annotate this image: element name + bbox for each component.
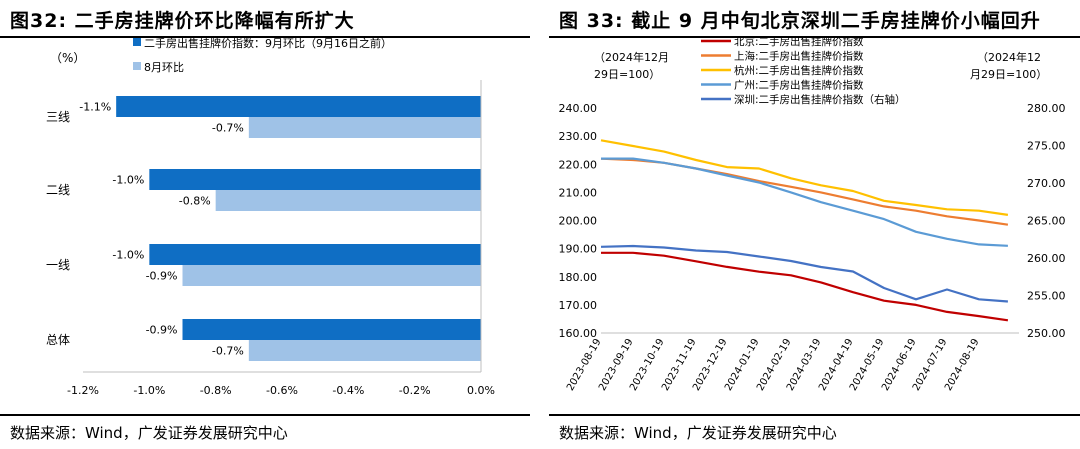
series-line: [600, 139, 1009, 216]
x-tick-label: -1.0%: [133, 384, 165, 397]
left-source-note: 数据来源：Wind，广发证券发展研究中心: [10, 424, 288, 442]
series-line: [600, 157, 1009, 226]
legend-swatch-1: [133, 62, 141, 70]
left-axis-label-line1: （2024年12月: [594, 50, 669, 64]
x-tick-label: -0.8%: [200, 384, 232, 397]
left-y-tick-label: 160.00: [559, 327, 598, 340]
x-tick-label: -0.6%: [266, 384, 298, 397]
category-label: 总体: [46, 333, 70, 347]
x-tick-label: -0.4%: [332, 384, 364, 397]
bar: [248, 340, 481, 361]
data-label: -1.1%: [79, 101, 111, 114]
series-line: [601, 251, 1009, 322]
category-label: 一线: [46, 258, 70, 272]
legend-label-3: 广州:二手房出售挂牌价指数: [734, 79, 864, 92]
bar: [248, 117, 481, 138]
bar: [116, 96, 482, 117]
right-y-tick-label: 280.00: [1027, 102, 1066, 115]
category-label: 二线: [46, 183, 70, 197]
right-y-tick-label: 270.00: [1027, 177, 1066, 190]
legend-label-0: 二手房出售挂牌价指数：9月环比（9月16日之前）: [144, 36, 392, 50]
data-label: -1.0%: [112, 174, 144, 187]
right-y-tick-label: 250.00: [1027, 327, 1066, 340]
data-label: -0.8%: [179, 195, 211, 208]
legend-label-2: 杭州:二手房出售挂牌价指数: [734, 64, 864, 77]
right-bottom-rule: [549, 414, 1080, 416]
left-figure-panel: 图32: 二手房挂牌价环比降幅有所扩大 （%） 二手房出售挂牌价指数：9月环比（9…: [0, 0, 530, 449]
right-y-tick-label: 265.00: [1027, 215, 1066, 228]
left-figure-title: 图32: 二手房挂牌价环比降幅有所扩大: [10, 10, 355, 32]
right-y-tick-label: 255.00: [1027, 290, 1066, 303]
series-line: [601, 157, 1008, 247]
bar: [149, 169, 482, 190]
left-y-tick-label: 170.00: [559, 299, 598, 312]
left-y-tick-label: 230.00: [559, 130, 598, 143]
legend-swatch-0: [133, 38, 141, 46]
legend-label-1: 8月环比: [144, 61, 184, 74]
right-line-chart: （2024年12月29日=100）（2024年12月29日=100）240.00…: [559, 35, 1066, 393]
legend-label-4: 深圳:二手房出售挂牌价指数（右轴）: [734, 93, 906, 106]
right-axis-label-line1: （2024年12: [977, 50, 1041, 64]
x-tick-label: 2024-08-19: [943, 337, 982, 393]
legend-label-0: 北京:二手房出售挂牌价指数: [734, 35, 864, 48]
left-axis-label-line2: 29日=100）: [594, 68, 660, 81]
right-y-tick-label: 275.00: [1027, 140, 1066, 153]
data-label: -1.0%: [112, 249, 144, 262]
left-top-rule: [0, 36, 530, 38]
left-y-tick-label: 220.00: [559, 158, 598, 171]
left-y-tick-label: 240.00: [559, 102, 598, 115]
right-axis-label-line2: 月29日=100）: [970, 68, 1047, 81]
right-y-tick-label: 260.00: [1027, 252, 1066, 265]
data-label: -0.7%: [212, 122, 244, 135]
series-line: [600, 244, 1008, 303]
bar: [215, 190, 481, 211]
left-y-tick-label: 180.00: [559, 271, 598, 284]
x-tick-label: -0.2%: [399, 384, 431, 397]
left-y-tick-label: 190.00: [559, 243, 598, 256]
category-label: 三线: [46, 110, 70, 124]
x-tick-label: 0.0%: [467, 384, 495, 397]
right-figure-panel: 图 33: 截止 9 月中旬北京深圳二手房挂牌价小幅回升 （2024年12月 29…: [549, 0, 1080, 449]
right-figure-title: 图 33: 截止 9 月中旬北京深圳二手房挂牌价小幅回升: [559, 10, 1041, 32]
left-bottom-rule: [0, 414, 530, 416]
left-y-tick-label: 200.00: [559, 215, 598, 228]
unit-label: （%）: [50, 51, 85, 65]
bar: [182, 265, 481, 286]
bar: [182, 319, 481, 340]
legend-label-1: 上海:二手房出售挂牌价指数: [734, 50, 864, 63]
right-source-note: 数据来源：Wind，广发证券发展研究中心: [559, 424, 837, 442]
left-y-tick-label: 210.00: [559, 186, 598, 199]
data-label: -0.9%: [146, 324, 178, 337]
bar: [149, 244, 482, 265]
right-top-rule: [549, 36, 1080, 38]
data-label: -0.9%: [146, 270, 178, 283]
data-label: -0.7%: [212, 345, 244, 358]
x-tick-label: -1.2%: [67, 384, 99, 397]
